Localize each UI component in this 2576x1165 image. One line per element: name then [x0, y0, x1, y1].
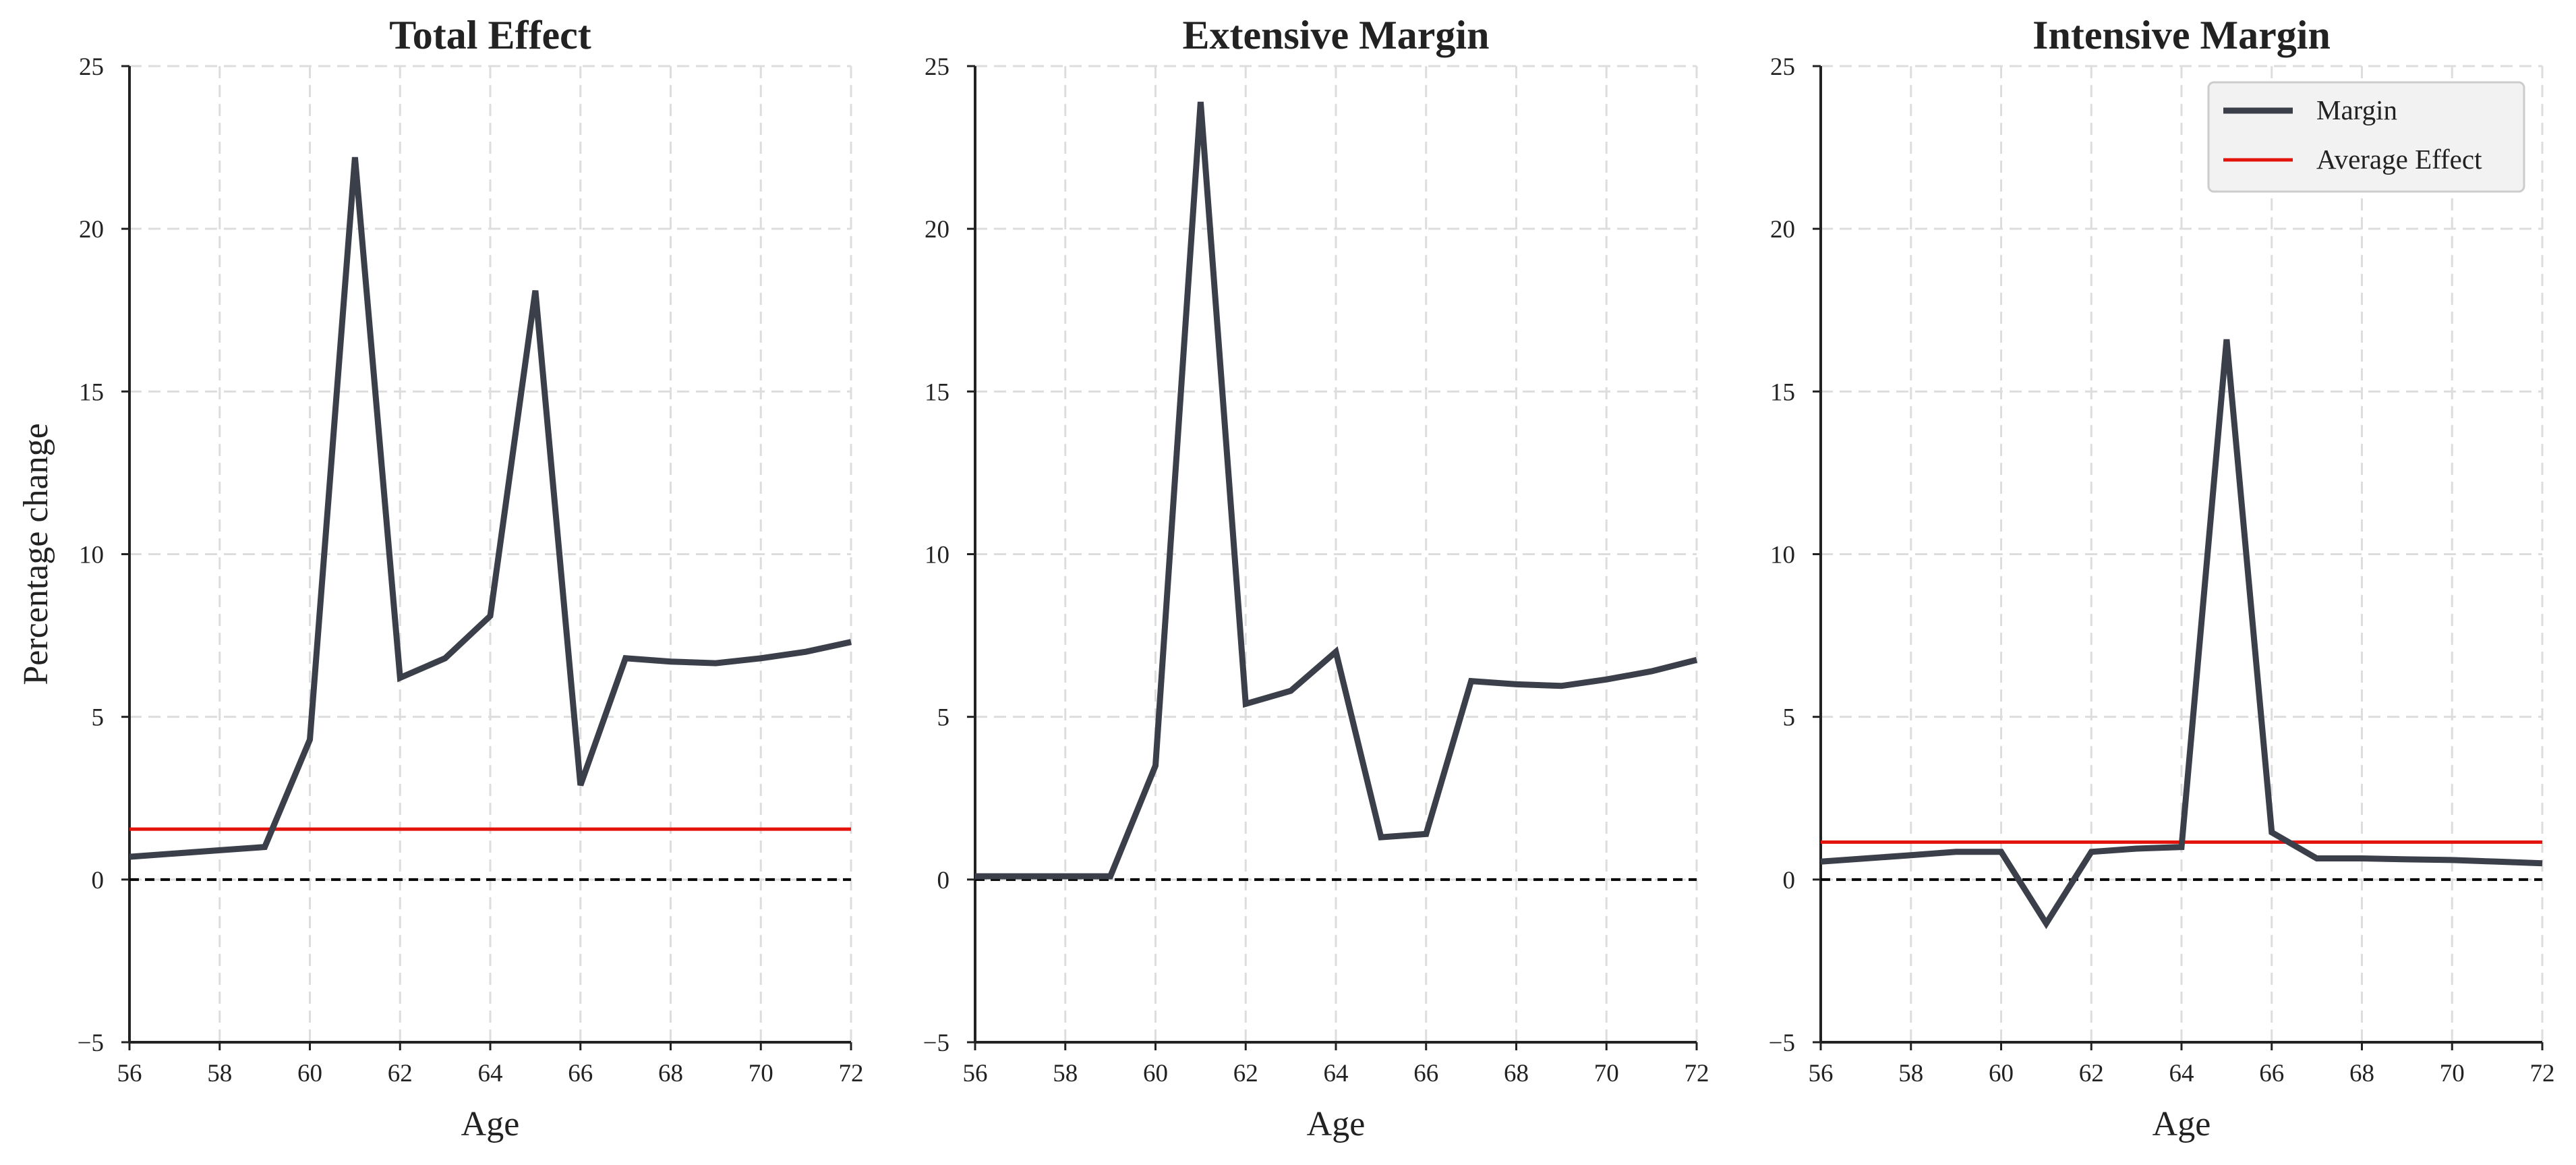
x-axis-label: Age	[2153, 1105, 2211, 1143]
x-tick-label: 72	[839, 1060, 864, 1087]
x-tick-label: 70	[2440, 1060, 2465, 1087]
y-tick-label: 20	[1770, 216, 1795, 244]
y-tick-label: 0	[92, 867, 105, 894]
x-tick-label: 64	[1324, 1060, 1349, 1087]
x-tick-label: 68	[2349, 1060, 2374, 1087]
x-tick-label: 70	[1594, 1060, 1619, 1087]
x-tick-label: 68	[1504, 1060, 1529, 1087]
y-tick-label: 10	[79, 542, 104, 569]
y-tick-label: −5	[1769, 1029, 1795, 1057]
y-tick-label: 15	[925, 378, 949, 406]
legend-margin-label: Margin	[2316, 94, 2397, 125]
y-tick-label: −5	[923, 1029, 949, 1057]
y-tick-label: 20	[79, 216, 104, 244]
y-tick-label: 25	[79, 53, 104, 81]
panel-title: Intensive Margin	[2032, 13, 2331, 57]
y-tick-label: 15	[79, 378, 104, 406]
x-tick-label: 60	[1143, 1060, 1168, 1087]
y-tick-label: 10	[1770, 542, 1795, 569]
x-tick-label: 56	[1809, 1060, 1834, 1087]
x-tick-label: 66	[2259, 1060, 2284, 1087]
x-tick-label: 64	[2169, 1060, 2194, 1087]
y-tick-label: 15	[1770, 378, 1795, 406]
x-tick-label: 66	[1413, 1060, 1438, 1087]
legend-average-label: Average Effect	[2316, 144, 2482, 175]
y-tick-label: 25	[1770, 53, 1795, 81]
x-tick-label: 60	[1989, 1060, 2014, 1087]
x-tick-label: 60	[297, 1060, 322, 1087]
panel-1: 56 58 60 62 64 66 68 70 72 −5 0 5 10 15 20 25 Total Effe…	[17, 13, 864, 1143]
x-tick-label: 62	[388, 1060, 413, 1087]
panel-title: Extensive Margin	[1183, 13, 1490, 57]
x-tick-label: 66	[568, 1060, 593, 1087]
x-tick-label: 56	[117, 1060, 142, 1087]
y-tick-label: 0	[1783, 867, 1796, 894]
y-tick-label: 5	[937, 704, 950, 732]
x-axis-label: Age	[461, 1105, 520, 1143]
margin-series-line	[129, 157, 852, 860]
y-tick-label: 10	[925, 542, 949, 569]
y-tick-label: 20	[925, 216, 949, 244]
x-tick-label: 58	[1053, 1060, 1078, 1087]
x-tick-label: 72	[1685, 1060, 1709, 1087]
x-tick-label: 58	[207, 1060, 232, 1087]
x-tick-label: 56	[963, 1060, 988, 1087]
y-tick-label: 25	[925, 53, 949, 81]
y-tick-label: 5	[92, 704, 105, 732]
x-tick-label: 62	[2079, 1060, 2104, 1087]
x-tick-label: 68	[658, 1060, 683, 1087]
legend: Margin Average Effect	[2207, 81, 2525, 193]
panel-title: Total Effect	[389, 13, 591, 57]
y-tick-label: 5	[1783, 704, 1796, 732]
panel-3: 56 58 60 62 64 66 68 70 72 −5 0 5 10 15 20 25 Intensive …	[1769, 13, 2555, 1143]
panel-2: 56 58 60 62 64 66 68 70 72 −5 0 5 10 15 20 25 Extensive …	[923, 13, 1709, 1143]
x-tick-label: 64	[478, 1060, 503, 1087]
margin-series-line	[975, 101, 1698, 880]
x-tick-label: 62	[1233, 1060, 1258, 1087]
x-tick-label: 72	[2530, 1060, 2555, 1087]
x-axis-label: Age	[1307, 1105, 1366, 1143]
y-tick-label: 0	[937, 867, 950, 894]
x-tick-label: 70	[749, 1060, 773, 1087]
margin-series-line	[1820, 339, 2543, 930]
y-tick-label: −5	[78, 1029, 104, 1057]
y-axis-label: Percentage change	[17, 423, 55, 685]
x-tick-label: 58	[1898, 1060, 1923, 1087]
